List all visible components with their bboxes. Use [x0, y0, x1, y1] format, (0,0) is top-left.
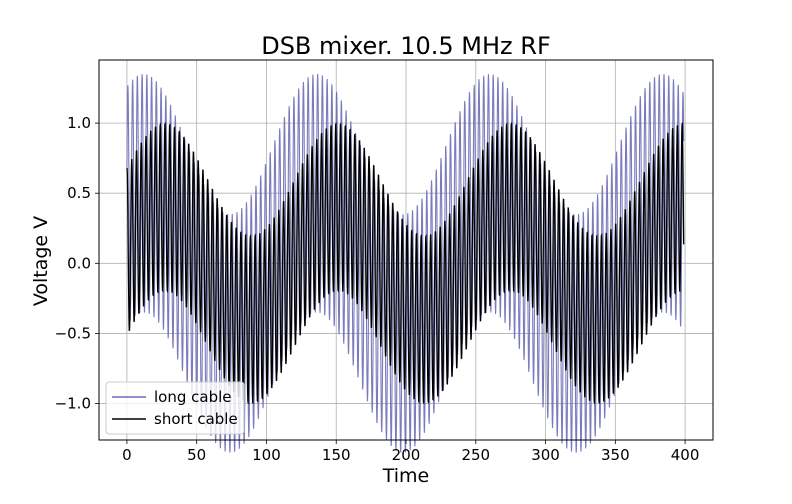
x-tick-label: 150: [322, 446, 351, 464]
x-tick-label: 250: [461, 446, 490, 464]
y-tick-label: 0.0: [67, 254, 91, 272]
x-tick-label: 350: [601, 446, 630, 464]
y-axis-title: Voltage V: [30, 216, 52, 306]
x-tick-label: 400: [671, 446, 700, 464]
chart-title: DSB mixer. 10.5 MHz RF: [261, 32, 551, 60]
legend-box: [105, 381, 245, 435]
y-tick-label: −0.5: [55, 324, 91, 342]
x-tick-label: 100: [252, 446, 281, 464]
legend: long cable short cable: [105, 381, 245, 435]
y-tick-label: 0.5: [67, 184, 91, 202]
x-tick-label: 200: [392, 446, 421, 464]
legend-label-long-cable: long cable: [154, 388, 232, 406]
x-tick-label: 300: [531, 446, 560, 464]
axis-ticks: 0 50 100 150 200 250 300 350 400 −1.0 −0.5 0.0 0.5 1.…: [55, 114, 700, 464]
y-tick-label: 1.0: [67, 114, 91, 132]
y-tick-label: −1.0: [55, 395, 91, 413]
legend-label-short-cable: short cable: [154, 410, 238, 428]
x-axis-title: Time: [382, 465, 430, 487]
series-line-short-cable: [126, 121, 685, 405]
x-tick-label: 0: [122, 446, 132, 464]
x-tick-label: 50: [187, 446, 206, 464]
